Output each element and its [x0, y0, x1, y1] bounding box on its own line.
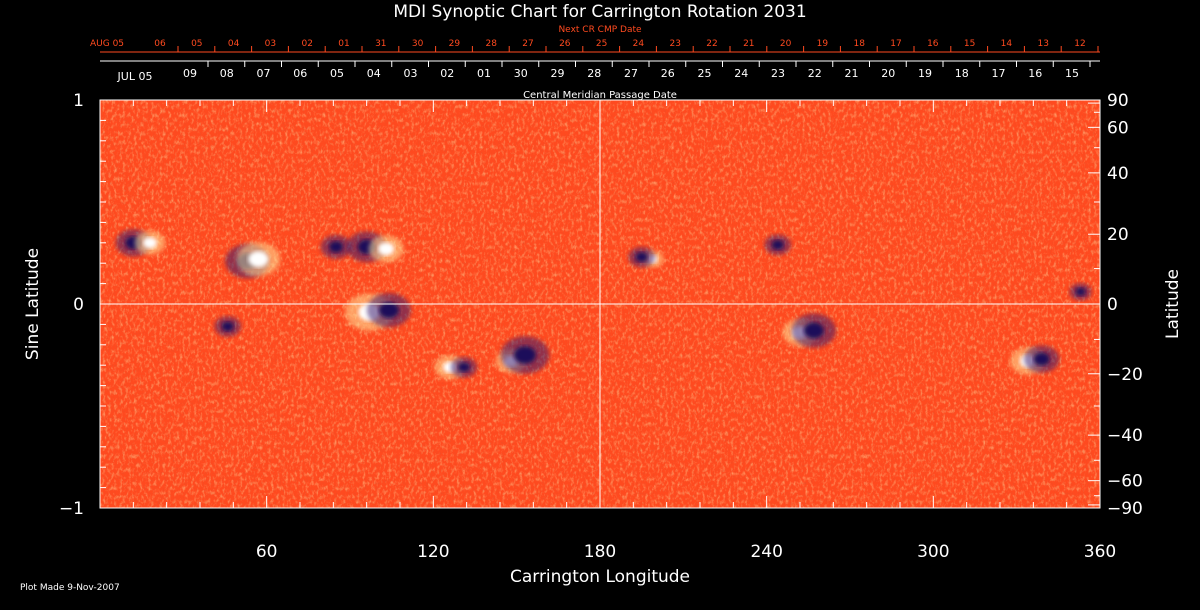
chart-title: MDI Synoptic Chart for Carrington Rotati…	[393, 2, 806, 22]
top-red-tick-label: 19	[817, 39, 829, 49]
y-right-tick-label: −90	[1107, 499, 1143, 519]
y-right-tick-label: 40	[1107, 164, 1129, 184]
top-white-tick-label: 06	[293, 67, 307, 80]
top-red-tick-label: 28	[485, 39, 497, 49]
top-red-axis-label: Next CR CMP Date	[558, 25, 642, 35]
negative-polarity-region	[1075, 287, 1086, 296]
negative-polarity-region	[803, 322, 824, 339]
top-red-tick-label: 15	[964, 39, 975, 49]
y-right-tick-label: −20	[1107, 365, 1143, 385]
top-red-tick-label: AUG 05	[90, 39, 124, 49]
positive-polarity-region	[378, 242, 395, 256]
top-white-tick-label: 19	[918, 67, 932, 80]
y-right-tick-label: 90	[1107, 91, 1129, 111]
top-red-tick-label: 05	[191, 39, 202, 49]
top-white-tick-label: 18	[955, 67, 969, 80]
y-right-ticks: 90 60 40 20 0 −20 −40 −60 −90	[1088, 91, 1143, 519]
top-red-tick-label: 16	[927, 39, 939, 49]
negative-polarity-region	[514, 346, 536, 364]
plot-made-note: Plot Made 9-Nov-2007	[20, 583, 120, 593]
top-white-tick-label: 24	[734, 67, 748, 80]
top-red-ticks: AUG 05 06 05 04 03 02 01 31 30 29 28 27 26 25 24 23 22 21…	[90, 39, 1099, 52]
y-left-ticks: 1 0 −1	[59, 91, 112, 519]
y-right-tick-label: 20	[1107, 225, 1129, 245]
negative-polarity-region	[221, 321, 234, 332]
negative-polarity-region	[378, 302, 399, 319]
top-red-tick-label: 27	[522, 39, 533, 49]
top-white-tick-label: 02	[440, 67, 454, 80]
top-white-tick-label: 26	[661, 67, 675, 80]
top-red-tick-label: 22	[706, 39, 717, 49]
top-red-tick-label: 18	[853, 39, 865, 49]
top-red-tick-label: 30	[412, 39, 424, 49]
top-white-tick-label: 21	[845, 67, 859, 80]
top-red-tick-label: 23	[669, 39, 680, 49]
top-red-tick-label: 20	[780, 39, 792, 49]
positive-polarity-region	[143, 237, 157, 249]
top-white-ticks: JUL 05 09 08 07 06 05 04 03 02 01 30 29 28 27 26 25 24 23…	[117, 61, 1091, 83]
negative-polarity-region	[329, 241, 344, 253]
y-left-tick-label: 0	[73, 295, 84, 315]
top-red-tick-label: 12	[1074, 39, 1085, 49]
top-white-tick-label: 27	[624, 67, 638, 80]
top-white-tick-label: 05	[330, 67, 344, 80]
top-white-tick-label: 03	[404, 67, 418, 80]
top-white-tick-label: 08	[220, 67, 234, 80]
negative-polarity-region	[1033, 352, 1050, 366]
y-left-tick-label: −1	[59, 499, 84, 519]
active-regions	[115, 229, 1092, 380]
top-white-tick-label: 16	[1028, 67, 1042, 80]
top-white-tick-label: 09	[183, 67, 197, 80]
y-left-axis-label: Sine Latitude	[23, 248, 43, 360]
x-tick-label: 300	[917, 542, 949, 562]
y-right-axis-label: Latitude	[1163, 269, 1183, 339]
top-white-tick-label: 28	[587, 67, 601, 80]
negative-polarity-region	[771, 240, 784, 250]
positive-polarity-region	[248, 251, 269, 268]
y-right-tick-label: 0	[1107, 295, 1118, 315]
top-red-tick-label: 24	[633, 39, 645, 49]
top-white-tick-label: 01	[477, 67, 491, 80]
top-red-tick-label: 26	[559, 39, 571, 49]
top-white-tick-label: 20	[881, 67, 895, 80]
y-right-tick-label: −60	[1107, 472, 1143, 492]
y-right-tick-label: −40	[1107, 426, 1143, 446]
top-red-tick-label: 31	[375, 39, 386, 49]
x-axis-ticks: 60 120 180 240 300 360	[99, 100, 1116, 562]
y-left-tick-label: 1	[73, 91, 84, 111]
x-tick-label: 120	[417, 542, 449, 562]
x-tick-label: 240	[750, 542, 782, 562]
top-red-tick-label: 13	[1037, 39, 1048, 49]
x-tick-label: 180	[584, 542, 616, 562]
top-red-tick-label: 04	[228, 39, 240, 49]
top-white-tick-label: 04	[367, 67, 381, 80]
top-red-tick-label: 17	[890, 39, 901, 49]
top-white-tick-label: 30	[514, 67, 528, 80]
top-white-tick-label: 25	[698, 67, 712, 80]
top-red-tick-label: 03	[265, 39, 276, 49]
top-red-tick-label: 02	[301, 39, 312, 49]
top-white-tick-label: 22	[808, 67, 822, 80]
x-tick-label: 360	[1084, 542, 1116, 562]
top-red-tick-label: 25	[596, 39, 607, 49]
top-red-tick-label: 29	[449, 39, 461, 49]
top-red-tick-label: 01	[338, 39, 349, 49]
top-red-tick-label: 06	[154, 39, 166, 49]
top-white-tick-label: 17	[992, 67, 1006, 80]
x-axis-label: Carrington Longitude	[510, 567, 690, 587]
top-white-tick-label: 07	[257, 67, 271, 80]
top-white-axis-label: Central Meridian Passage Date	[523, 90, 677, 101]
y-right-tick-label: 60	[1107, 118, 1129, 138]
top-red-tick-label: 14	[1001, 39, 1013, 49]
top-white-tick-label: 29	[551, 67, 565, 80]
negative-polarity-region	[457, 362, 470, 373]
negative-polarity-region	[635, 252, 648, 262]
top-white-tick-label: JUL 05	[117, 70, 153, 83]
top-red-tick-label: 21	[743, 39, 754, 49]
top-white-tick-label: 23	[771, 67, 785, 80]
top-white-tick-label: 15	[1065, 67, 1079, 80]
x-tick-label: 60	[256, 542, 278, 562]
